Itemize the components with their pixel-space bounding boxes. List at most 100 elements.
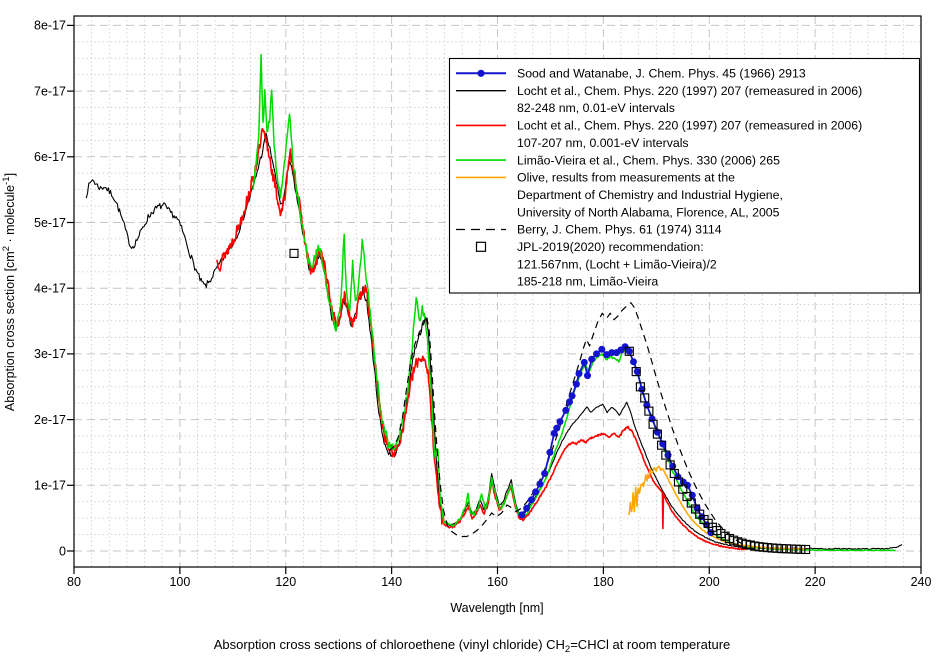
data-point-jpl_recommendation	[801, 544, 811, 555]
data-point-jpl_recommendation	[635, 382, 645, 392]
data-point-jpl_recommendation	[644, 406, 654, 416]
data-point-sood_watanabe	[566, 398, 573, 406]
figure-caption: Absorption cross sections of chloroethen…	[0, 637, 944, 655]
legend-item-limao-vieira: Limão-Vieira et al., Chem. Phys. 330 (20…	[456, 153, 780, 167]
data-point-sood_watanabe	[575, 370, 583, 378]
x-tick-label: 120	[275, 575, 296, 589]
data-point-sood_watanabe	[518, 511, 526, 519]
data-point-jpl_recommendation	[289, 248, 299, 258]
y-tick-label: 8e-17	[34, 19, 66, 33]
legend-label: Locht et al., Chem. Phys. 220 (1997) 207…	[517, 84, 862, 98]
legend-label: Limão-Vieira et al., Chem. Phys. 330 (20…	[517, 153, 780, 167]
legend-label: Olive, results from measurements at the	[517, 171, 735, 185]
data-point-sood_watanabe	[584, 372, 591, 380]
legend-label: 121.567nm, (Locht + Limão-Vieira)/2	[517, 257, 717, 271]
legend-label: University of North Alabama, Florence, A…	[517, 205, 780, 219]
legend-box	[448, 57, 921, 294]
legend-label: 185-218 nm, Limão-Vieira	[517, 275, 658, 289]
data-point-sood_watanabe	[659, 440, 667, 448]
data-point-sood_watanabe	[532, 488, 540, 496]
data-point-sood_watanabe	[580, 358, 588, 366]
data-point-jpl_recommendation	[772, 543, 782, 553]
data-point-sood_watanabe	[536, 480, 544, 488]
caption-text: =CHCl at room temperature	[570, 637, 731, 652]
data-point-sood_watanabe	[553, 424, 561, 432]
x-tick-label: 100	[169, 575, 190, 589]
y-axis-title: Absorption cross section [cm2 · molecule…	[1, 173, 17, 411]
chart-canvas: 80 100 120 140 160 180 200 220 240 0 1e-17 2e-17 3e-…	[1, 15, 931, 615]
data-point-sood_watanabe	[664, 451, 672, 459]
y-tick-label: 0	[59, 544, 66, 558]
legend-label: Locht et al., Chem. Phys. 220 (1997) 207…	[517, 119, 862, 133]
series-line-berry	[388, 302, 773, 550]
data-point-sood_watanabe	[598, 345, 606, 353]
data-point-sood_watanabe	[684, 481, 691, 489]
legend-item-sood-watanabe: Sood and Watanabe, J. Chem. Phys. 45 (19…	[456, 67, 806, 81]
y-tick-label: 4e-17	[34, 282, 66, 296]
axis-ticks: 80 100 120 140 160 180 200 220 240 0 1e-17 2e-17 3e-…	[34, 19, 931, 589]
legend-item-locht-0001ev: Locht et al., Chem. Phys. 220 (1997) 207…	[456, 119, 862, 150]
data-point-jpl_recommendation	[624, 346, 634, 356]
data-point-jpl_recommendation	[640, 393, 650, 403]
y-tick-label: 3e-17	[34, 347, 66, 361]
legend-label: 107-207 nm, 0.001-eV intervals	[517, 136, 689, 150]
data-point-sood_watanabe	[568, 392, 576, 400]
legend-square-marker	[475, 241, 487, 252]
legend-label: JPL-2019(2020) recommendation:	[517, 240, 704, 254]
data-point-jpl_recommendation	[777, 544, 787, 554]
y-tick-label: 1e-17	[34, 479, 66, 493]
data-point-sood_watanabe	[562, 406, 570, 414]
x-tick-label: 140	[381, 575, 402, 589]
data-point-sood_watanabe	[630, 358, 637, 366]
data-point-sood_watanabe	[523, 504, 531, 512]
data-point-jpl_recommendation	[767, 543, 777, 553]
y-tick-label: 7e-17	[34, 84, 66, 98]
legend-item-locht-001ev: Locht et al., Chem. Phys. 220 (1997) 207…	[456, 84, 862, 115]
x-tick-label: 80	[67, 575, 81, 589]
legend-item-berry: Berry, J. Chem. Phys. 61 (1974) 3114	[456, 223, 722, 237]
data-point-jpl_recommendation	[791, 544, 801, 554]
data-point-sood_watanabe	[527, 496, 535, 504]
legend-dot-marker	[477, 69, 485, 77]
data-series	[85, 53, 903, 555]
data-point-sood_watanabe	[556, 418, 564, 426]
data-point-jpl_recommendation	[657, 440, 667, 450]
y-tick-label: 5e-17	[34, 216, 66, 230]
data-point-jpl_recommendation	[786, 544, 796, 554]
legend-label: Sood and Watanabe, J. Chem. Phys. 45 (19…	[517, 67, 806, 81]
y-tick-label: 2e-17	[34, 413, 66, 427]
caption-text: Absorption cross sections of chloroethen…	[213, 637, 565, 652]
data-point-sood_watanabe	[541, 470, 549, 477]
data-point-jpl_recommendation	[762, 543, 773, 553]
data-point-sood_watanabe	[550, 429, 558, 437]
x-tick-label: 180	[593, 575, 614, 589]
data-point-sood_watanabe	[633, 368, 641, 376]
data-point-jpl_recommendation	[631, 367, 641, 377]
data-point-jpl_recommendation	[665, 460, 675, 470]
legend: Sood and Watanabe, J. Chem. Phys. 45 (19…	[448, 57, 921, 294]
data-point-sood_watanabe	[625, 347, 633, 355]
x-tick-label: 220	[805, 575, 826, 589]
x-tick-label: 200	[699, 575, 720, 589]
data-point-sood_watanabe	[608, 349, 616, 357]
caption-subscript: 2	[564, 644, 571, 655]
y-tick-label: 6e-17	[34, 150, 66, 164]
legend-label: Berry, J. Chem. Phys. 61 (1974) 3114	[517, 223, 722, 237]
legend-item-jpl-recommendation: JPL-2019(2020) recommendation: 121.567nm…	[475, 240, 717, 289]
legend-label: 82-248 nm, 0.01-eV intervals	[517, 101, 675, 115]
legend-item-olive: Olive, results from measurements at the …	[456, 171, 783, 219]
data-point-jpl_recommendation	[781, 544, 792, 554]
data-point-jpl_recommendation	[796, 544, 806, 554]
data-point-jpl_recommendation	[648, 419, 658, 429]
legend-label: Department of Chemistry and Industrial H…	[517, 188, 783, 202]
data-point-sood_watanabe	[621, 343, 629, 351]
data-point-jpl_recommendation	[652, 429, 662, 439]
data-point-sood_watanabe	[588, 355, 596, 363]
x-tick-label: 160	[487, 575, 508, 589]
data-point-sood_watanabe	[546, 448, 554, 456]
data-point-sood_watanabe	[572, 380, 580, 388]
data-point-jpl_recommendation	[661, 450, 671, 460]
x-axis-title: Wavelength [nm]	[450, 601, 543, 615]
x-tick-label: 240	[911, 575, 932, 589]
